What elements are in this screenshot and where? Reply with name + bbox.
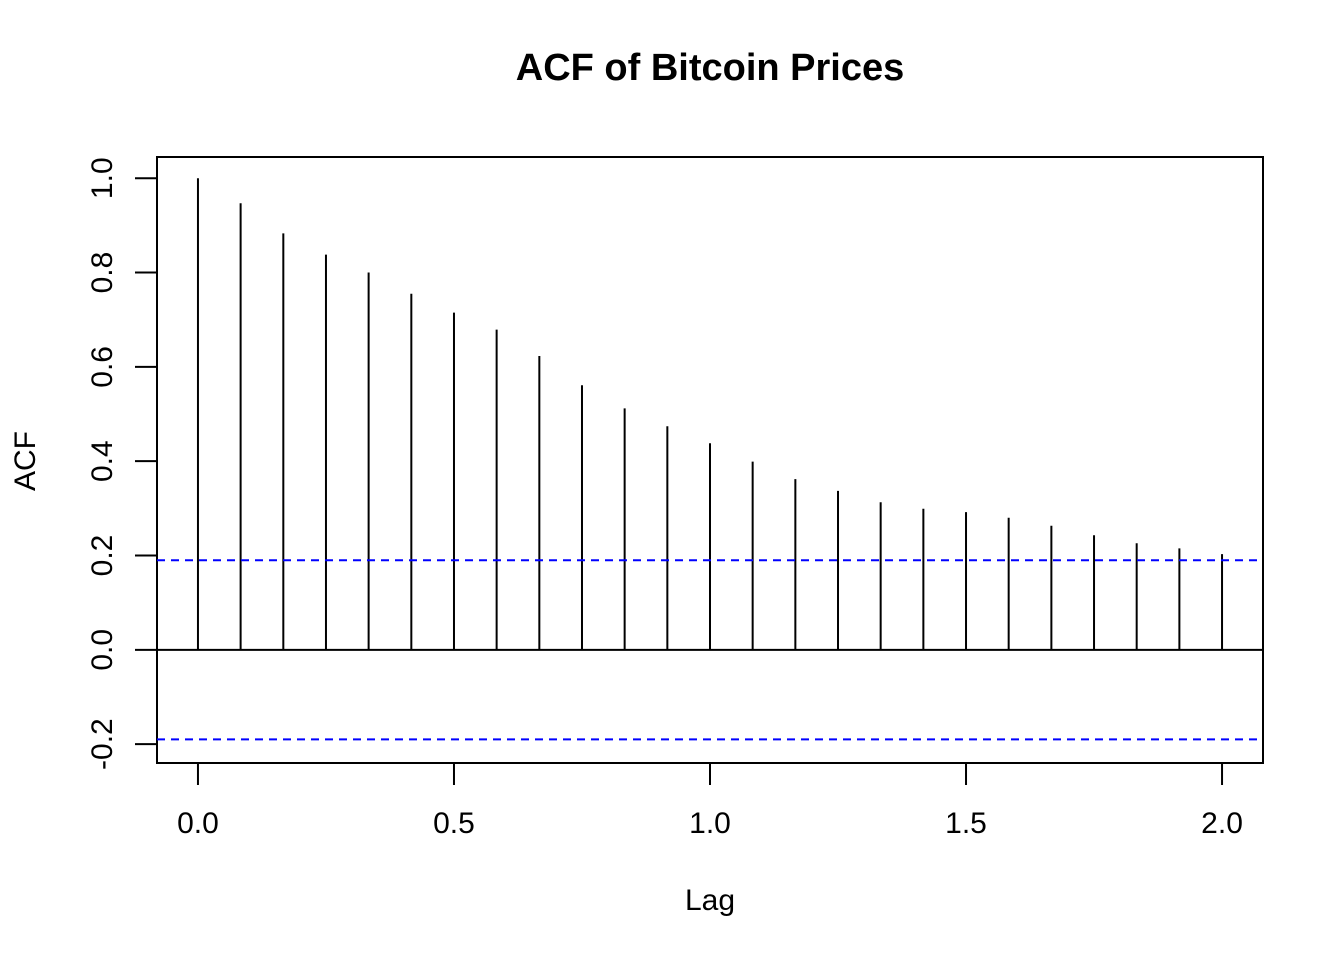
y-tick-label: 0.6 [86,346,119,388]
y-tick-label: 0.4 [86,440,119,482]
y-tick-label: 0.0 [86,629,119,671]
acf-marks [157,178,1263,741]
y-tick-label: 1.0 [86,157,119,199]
y-tick-label: 0.8 [86,252,119,294]
x-tick-label: 1.5 [945,807,987,840]
x-tick-label: 2.0 [1201,807,1243,840]
y-tick-label: -0.2 [86,718,119,770]
x-tick-label: 1.0 [689,807,731,840]
x-tick-label: 0.0 [177,807,219,840]
chart-title: ACF of Bitcoin Prices [516,47,905,89]
x-axis-label: Lag [685,884,735,917]
y-axis-label: ACF [9,431,42,491]
y-tick-label: 0.2 [86,535,119,577]
x-axis: 0.0 0.5 1.0 1.5 2.0 [177,762,1243,840]
y-axis: -0.2 0.0 0.2 0.4 0.6 0.8 1.0 [86,157,158,770]
x-tick-label: 0.5 [433,807,475,840]
